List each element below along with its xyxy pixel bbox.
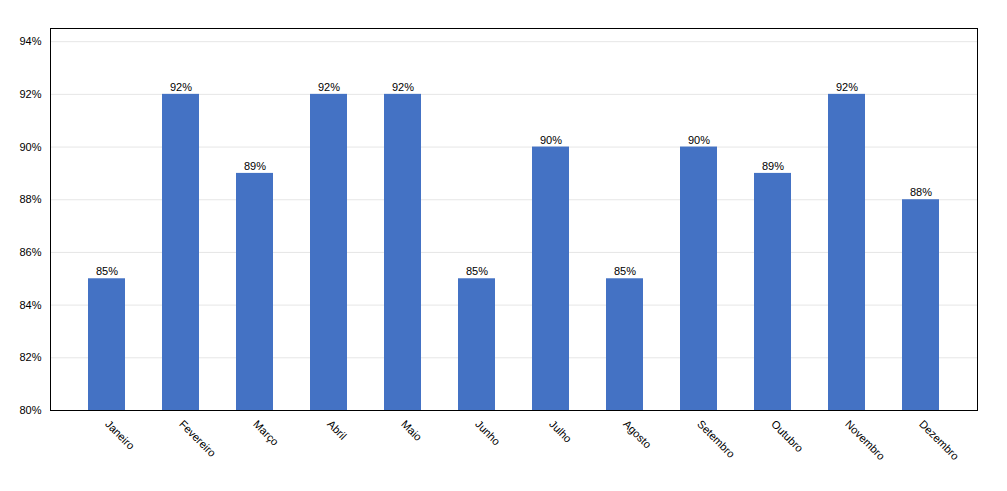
svg-text:Janeiro: Janeiro: [103, 418, 137, 452]
svg-text:Outubro: Outubro: [769, 418, 806, 455]
svg-text:90%: 90%: [540, 134, 562, 146]
svg-text:Setembro: Setembro: [695, 418, 737, 460]
svg-text:85%: 85%: [96, 265, 118, 277]
svg-text:Março: Março: [251, 418, 281, 448]
svg-text:92%: 92%: [318, 81, 340, 93]
svg-text:84%: 84%: [19, 299, 41, 311]
svg-text:Abril: Abril: [325, 418, 349, 442]
svg-text:Agosto: Agosto: [621, 418, 654, 451]
svg-text:92%: 92%: [392, 81, 414, 93]
svg-text:92%: 92%: [836, 81, 858, 93]
svg-text:Dezembro: Dezembro: [917, 418, 961, 462]
svg-text:80%: 80%: [19, 404, 41, 416]
svg-text:88%: 88%: [19, 193, 41, 205]
svg-text:88%: 88%: [910, 186, 932, 198]
svg-text:90%: 90%: [688, 134, 710, 146]
svg-text:Julho: Julho: [547, 418, 574, 445]
svg-text:85%: 85%: [466, 265, 488, 277]
svg-text:89%: 89%: [762, 160, 784, 172]
svg-text:Maio: Maio: [399, 418, 424, 443]
svg-text:86%: 86%: [19, 246, 41, 258]
svg-text:94%: 94%: [19, 35, 41, 47]
svg-text:92%: 92%: [19, 88, 41, 100]
svg-text:90%: 90%: [19, 141, 41, 153]
svg-text:89%: 89%: [244, 160, 266, 172]
svg-text:Junho: Junho: [473, 418, 503, 448]
svg-text:82%: 82%: [19, 351, 41, 363]
svg-text:Novembro: Novembro: [843, 418, 887, 462]
svg-text:85%: 85%: [614, 265, 636, 277]
svg-text:Fevereiro: Fevereiro: [177, 418, 218, 459]
svg-text:92%: 92%: [170, 81, 192, 93]
